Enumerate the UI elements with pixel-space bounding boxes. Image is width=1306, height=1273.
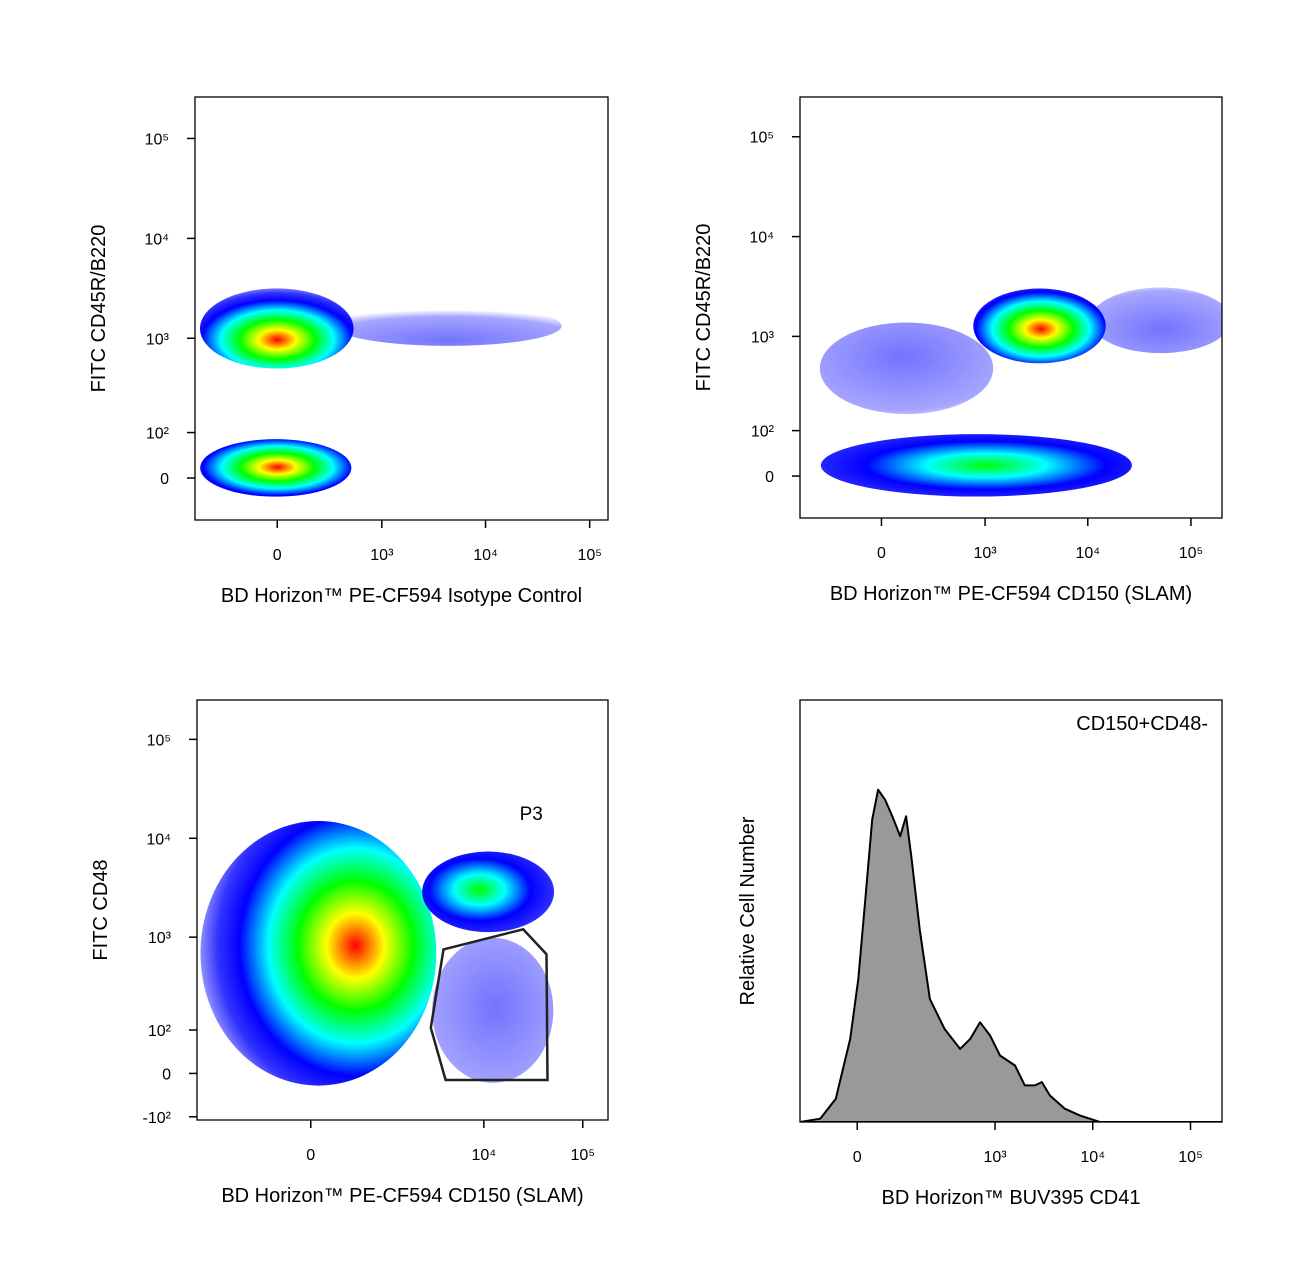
population-cloud bbox=[199, 288, 354, 369]
plot-frame bbox=[196, 699, 609, 1121]
y-axis-title: FITC CD48 bbox=[90, 859, 112, 960]
y-axis-title: Relative Cell Number bbox=[737, 816, 759, 1005]
y-tick-label: 10² bbox=[148, 1023, 172, 1040]
y-tick-label: 10⁴ bbox=[146, 831, 171, 848]
population-cloud bbox=[820, 434, 1132, 497]
x-tick-label: 10⁵ bbox=[1178, 1149, 1202, 1166]
plot-frame bbox=[194, 96, 609, 521]
x-tick-label: 10⁴ bbox=[471, 1147, 496, 1164]
x-axis-title: BD Horizon™ PE-CF594 CD150 (SLAM) bbox=[221, 1185, 583, 1207]
y-tick-label: 10⁴ bbox=[749, 230, 774, 247]
y-tick-label: 10² bbox=[146, 426, 170, 443]
x-tick-label: 10⁴ bbox=[1080, 1149, 1105, 1166]
x-tick-label: 10³ bbox=[370, 547, 394, 564]
panel: P3 0 10⁴ 10⁵ -10² 0 10² 10³ 10⁴ 10⁵ BD Horizon™ PE… bbox=[90, 699, 609, 1207]
y-tick-label: 10² bbox=[751, 424, 775, 441]
y-tick-label: 10⁵ bbox=[147, 732, 171, 749]
y-tick-label: 0 bbox=[160, 471, 169, 488]
x-tick-label: 0 bbox=[853, 1149, 862, 1166]
x-tick-label: 0 bbox=[273, 547, 282, 564]
population-cloud bbox=[432, 937, 554, 1083]
y-tick-label: 10³ bbox=[146, 331, 170, 348]
plot-area bbox=[800, 788, 1222, 1122]
annotation: CD150+CD48- bbox=[1076, 713, 1208, 735]
histogram-area bbox=[800, 788, 1222, 1122]
y-tick-label: 0 bbox=[162, 1066, 171, 1083]
x-axis-title: BD Horizon™ PE-CF594 CD150 (SLAM) bbox=[830, 583, 1192, 605]
y-tick-label: 0 bbox=[765, 469, 774, 486]
x-axis-title: BD Horizon™ BUV395 CD41 bbox=[882, 1187, 1141, 1209]
x-axis-title: BD Horizon™ PE-CF594 Isotype Control bbox=[221, 585, 582, 607]
plot-frame bbox=[799, 96, 1223, 519]
y-tick-label: 10⁴ bbox=[144, 231, 169, 248]
x-tick-label: 10⁵ bbox=[577, 547, 601, 564]
panel: CD150+CD48- 0 10³ 10⁴ 10⁵ BD Horizon™ BUV395 … bbox=[737, 699, 1223, 1209]
plot-area bbox=[200, 821, 555, 1086]
y-tick-label: 10⁵ bbox=[145, 131, 169, 148]
y-tick-label: 10⁵ bbox=[750, 130, 774, 147]
x-tick-label: 10³ bbox=[983, 1149, 1007, 1166]
population-cloud bbox=[1090, 287, 1222, 354]
population-cloud bbox=[973, 288, 1106, 364]
y-axis-title: FITC CD45R/B220 bbox=[693, 224, 715, 392]
x-tick-label: 0 bbox=[306, 1147, 315, 1164]
population-cloud bbox=[819, 322, 994, 415]
panel: 0 10³ 10⁴ 10⁵ 0 10² 10³ 10⁴ 10⁵ BD Horizon™ PE-CF… bbox=[88, 96, 609, 607]
x-tick-label: 0 bbox=[877, 545, 886, 562]
y-tick-label: -10² bbox=[143, 1110, 172, 1127]
population-cloud bbox=[334, 305, 562, 346]
gate bbox=[429, 927, 549, 1082]
x-tick-label: 10⁴ bbox=[473, 547, 498, 564]
x-tick-label: 10³ bbox=[974, 545, 998, 562]
x-tick-label: 10⁵ bbox=[1179, 545, 1203, 562]
x-tick-label: 10⁴ bbox=[1075, 545, 1100, 562]
gate-label: P3 bbox=[520, 804, 543, 825]
plot-area bbox=[199, 288, 562, 497]
population-cloud bbox=[200, 821, 437, 1086]
plot-frame bbox=[799, 699, 1223, 1123]
y-tick-label: 10³ bbox=[751, 329, 775, 346]
population-cloud bbox=[200, 439, 352, 497]
panel: 0 10³ 10⁴ 10⁵ 0 10² 10³ 10⁴ 10⁵ BD Horizon™ PE-CF… bbox=[693, 96, 1223, 605]
population-cloud bbox=[422, 851, 555, 933]
y-tick-label: 10³ bbox=[148, 930, 172, 947]
x-tick-label: 10⁵ bbox=[571, 1147, 595, 1164]
y-axis-title: FITC CD45R/B220 bbox=[88, 225, 110, 393]
plot-area bbox=[819, 287, 1222, 497]
